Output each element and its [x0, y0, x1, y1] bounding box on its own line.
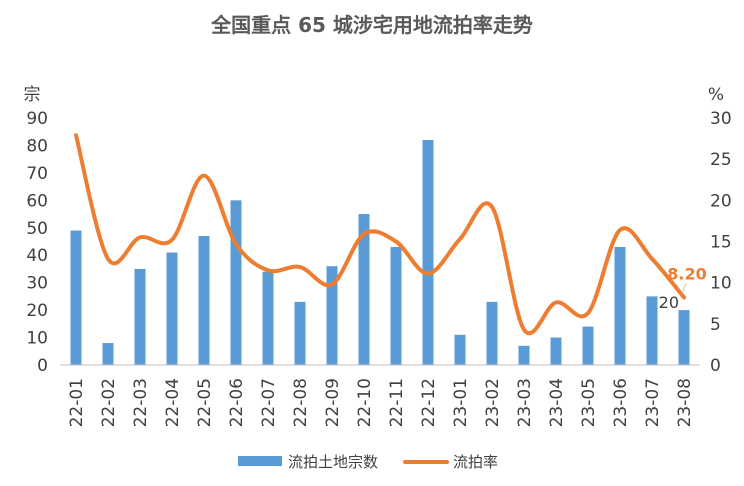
x-tick-label: 23-04: [547, 378, 567, 427]
x-tick-label: 22-11: [387, 378, 407, 427]
bar-22-08: [294, 301, 306, 365]
bar-22-09: [326, 266, 338, 365]
x-tick-label: 23-06: [611, 378, 631, 427]
left-axis-unit: 宗: [24, 85, 41, 105]
bar-23-05: [582, 326, 594, 365]
x-tick-label: 23-03: [515, 378, 535, 427]
last-line-label: 8.20: [667, 264, 706, 283]
x-tick-label: 22-07: [259, 378, 279, 427]
x-tick-label: 22-04: [163, 378, 183, 427]
x-tick-label: 22-10: [355, 378, 375, 427]
x-tick-label: 23-01: [451, 378, 471, 427]
x-tick-label: 22-05: [195, 378, 215, 427]
bar-22-11: [390, 246, 402, 365]
bar-22-10: [358, 214, 370, 365]
left-tick-label: 40: [26, 246, 48, 266]
bar-22-01: [70, 230, 82, 365]
series-line-流拍率: [74, 133, 686, 335]
chart-title: 全国重点 65 城涉宅用地流拍率走势: [210, 13, 533, 37]
legend-label-bar: 流拍土地宗数: [288, 453, 378, 471]
left-tick-label: 70: [26, 164, 48, 184]
left-tick-label: 90: [26, 109, 48, 129]
x-tick-label: 23-02: [483, 378, 503, 427]
x-tick-label: 22-08: [291, 378, 311, 427]
x-tick-label: 22-02: [99, 378, 119, 427]
right-tick-label: 10: [710, 274, 732, 294]
bar-22-02: [102, 343, 114, 365]
bar-23-03: [518, 345, 530, 365]
bar-23-07: [646, 296, 658, 365]
left-tick-label: 20: [26, 301, 48, 321]
right-axis-unit: %: [708, 85, 724, 105]
right-tick-label: 15: [710, 233, 732, 253]
bar-23-08: [678, 310, 690, 365]
last-line-leader: [681, 283, 687, 294]
bar-22-07: [262, 271, 274, 365]
x-tick-label: 22-09: [323, 378, 343, 427]
last-bar-label: 20: [659, 293, 679, 312]
x-tick-label: 22-03: [131, 378, 151, 427]
right-tick-label: 5: [710, 315, 721, 335]
right-tick-label: 25: [710, 150, 732, 170]
left-tick-label: 50: [26, 219, 48, 239]
x-tick-label: 23-07: [643, 378, 663, 427]
bar-23-02: [486, 301, 498, 365]
bar-22-04: [166, 252, 178, 365]
x-tick-label: 23-05: [579, 378, 599, 427]
bar-22-06: [230, 200, 242, 365]
left-tick-label: 30: [26, 274, 48, 294]
bar-22-03: [134, 268, 146, 365]
left-tick-label: 60: [26, 191, 48, 211]
left-tick-label: 80: [26, 136, 48, 156]
legend: 流拍土地宗数 流拍率: [238, 453, 498, 471]
x-tick-label: 22-06: [227, 378, 247, 427]
bar-23-06: [614, 246, 626, 365]
bar-22-05: [198, 236, 210, 365]
legend-swatch-bar: [238, 456, 282, 466]
x-tick-label: 22-01: [67, 378, 87, 427]
left-tick-label: 0: [37, 356, 48, 376]
right-tick-label: 30: [710, 109, 732, 129]
right-tick-label: 0: [710, 356, 721, 376]
bar-23-04: [550, 337, 562, 365]
bar-23-01: [454, 334, 466, 365]
legend-label-line: 流拍率: [453, 453, 498, 471]
x-tick-label: 23-08: [675, 378, 695, 427]
left-tick-label: 10: [26, 329, 48, 349]
x-tick-label: 22-12: [419, 378, 439, 427]
right-tick-label: 20: [710, 191, 732, 211]
bar-22-12: [422, 139, 434, 365]
